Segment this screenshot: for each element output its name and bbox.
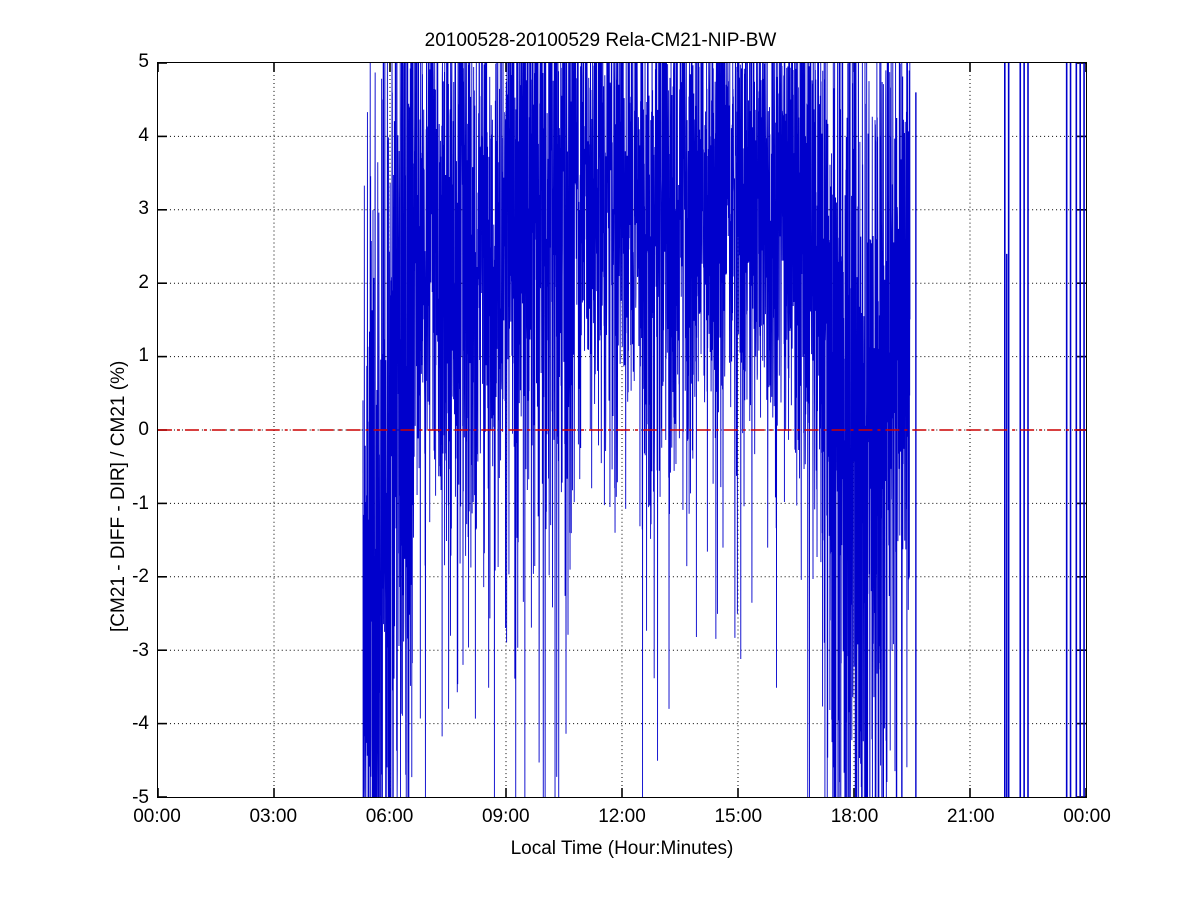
y-tick-label: -5 [132,787,149,808]
x-axis-tick-labels: 00:00 03:00 06:00 09:00 12:00 15:00 18:00 21:00… [133,806,1111,836]
x-axis-label: Local Time (Hour:Minutes) [510,838,734,859]
x-tick-label: 12:00 [598,806,646,827]
zero-reference-line [158,429,1086,431]
y-tick-label: -1 [132,492,149,514]
x-tick-label: 15:00 [714,806,763,827]
y-tick-label: 2 [138,271,149,293]
y-axis-tick-labels: -5 -4 -3 -2 -1 0 1 2 3 4 5 [85,51,149,808]
y-tick-label: -2 [132,566,149,588]
y-tick-label: -3 [132,639,149,661]
y-tick-label: 1 [138,345,149,367]
plot-area [157,62,1087,798]
y-tick-label: 5 [138,51,149,72]
series-path [362,63,911,797]
x-tick-label: 00:00 [1063,806,1111,827]
y-tick-label: 3 [138,198,149,220]
x-tick-label: 21:00 [946,806,995,827]
y-tick-label: 0 [138,419,149,440]
x-tick-label: 00:00 [133,806,181,827]
page-title: 20100528-20100529 Rela-CM21-NIP-BW [424,30,777,51]
y-tick-label: -4 [132,713,149,735]
x-tick-label: 09:00 [481,806,530,827]
x-tick-label: 06:00 [365,806,414,827]
x-tick-label: 03:00 [249,806,298,827]
x-tick-label: 18:00 [830,806,879,827]
plot-inner [158,63,1086,797]
y-tick-label: 4 [138,124,149,146]
